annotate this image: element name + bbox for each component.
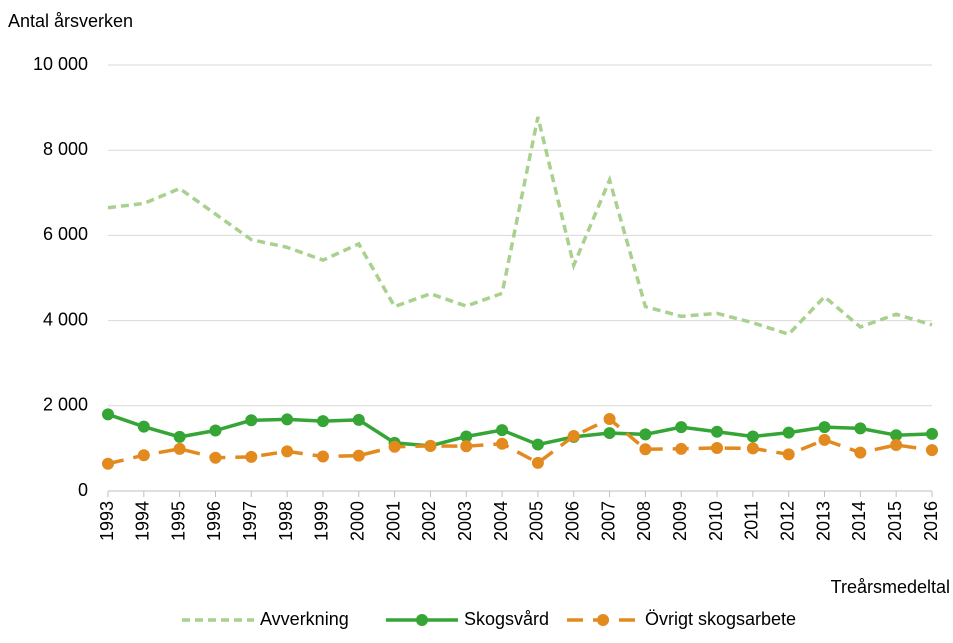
point: [352, 449, 365, 462]
point: [352, 413, 365, 426]
x-tick-label: 1994: [133, 501, 153, 541]
x-tick-label: 2006: [562, 501, 582, 541]
x-tick-label: 2012: [777, 501, 797, 541]
y-tick-label: 8 000: [43, 139, 88, 159]
x-tick-label: 2015: [885, 501, 905, 541]
legend-marker: [416, 614, 428, 626]
point: [531, 438, 544, 451]
point: [639, 428, 652, 441]
point: [460, 440, 473, 453]
x-tick-label: 2008: [634, 501, 654, 541]
point: [639, 443, 652, 456]
point: [316, 415, 329, 428]
point: [926, 427, 938, 440]
point: [209, 424, 222, 437]
legend-marker: [597, 614, 609, 626]
x-axis-title: Treårsmedeltal: [831, 577, 950, 597]
point: [854, 422, 867, 435]
y-tick-label: 10 000: [33, 54, 88, 74]
point: [782, 448, 795, 461]
y-tick-label: 6 000: [43, 224, 88, 244]
x-tick-label: 2009: [670, 501, 690, 541]
legend-label: Övrigt skogsarbete: [645, 609, 796, 629]
legend-label: Avverkning: [260, 609, 349, 629]
x-tick-label: 2003: [455, 501, 475, 541]
point: [782, 426, 795, 439]
x-tick-label: 2010: [706, 501, 726, 541]
y-axis-title: Antal årsverken: [8, 11, 133, 31]
point: [496, 424, 509, 437]
point: [711, 441, 724, 454]
x-tick-label: 2000: [348, 501, 368, 541]
point: [137, 420, 150, 433]
point: [675, 442, 688, 455]
point: [818, 421, 831, 434]
point: [890, 429, 903, 442]
x-tick-label: 2004: [491, 501, 511, 541]
x-tick-label: 2016: [921, 501, 941, 541]
x-tick-label: 2002: [419, 501, 439, 541]
point: [603, 427, 616, 440]
point: [531, 456, 544, 469]
x-tick-label: 1995: [168, 501, 188, 541]
point: [424, 439, 437, 452]
point: [137, 449, 150, 462]
x-tick-label: 1997: [240, 501, 260, 541]
legend-label: Skogsvård: [464, 609, 549, 629]
point: [316, 450, 329, 463]
x-tick-label: 1996: [204, 501, 224, 541]
y-tick-label: 0: [78, 480, 88, 500]
x-tick-label: 1998: [276, 501, 296, 541]
point: [209, 451, 222, 464]
point: [746, 442, 759, 455]
y-tick-label: 4 000: [43, 309, 88, 329]
x-tick-label: 2014: [849, 501, 869, 541]
point: [711, 425, 724, 438]
point: [854, 446, 867, 459]
point: [102, 408, 114, 421]
x-tick-label: 2011: [742, 501, 762, 540]
series-line: [107, 116, 933, 337]
point: [926, 444, 938, 457]
x-tick-label: 2007: [598, 501, 618, 541]
point: [890, 438, 903, 451]
point: [603, 413, 616, 426]
point: [460, 430, 473, 443]
series-line: [107, 412, 933, 448]
point: [388, 440, 401, 453]
point: [102, 457, 114, 470]
point: [281, 413, 294, 426]
point: [496, 437, 509, 450]
point: [567, 430, 580, 443]
point: [746, 430, 759, 443]
x-tick-label: 1993: [97, 501, 117, 541]
x-tick-label: 2001: [383, 501, 403, 541]
x-tick-label: 2005: [527, 501, 547, 541]
point: [818, 433, 831, 446]
point: [281, 445, 294, 458]
x-tick-label: 2013: [813, 501, 833, 541]
point: [675, 421, 688, 434]
x-tick-label: 1999: [312, 501, 332, 541]
point: [245, 450, 258, 463]
point: [245, 414, 258, 427]
point: [173, 442, 186, 455]
point: [173, 430, 186, 443]
y-tick-label: 2 000: [43, 395, 88, 415]
